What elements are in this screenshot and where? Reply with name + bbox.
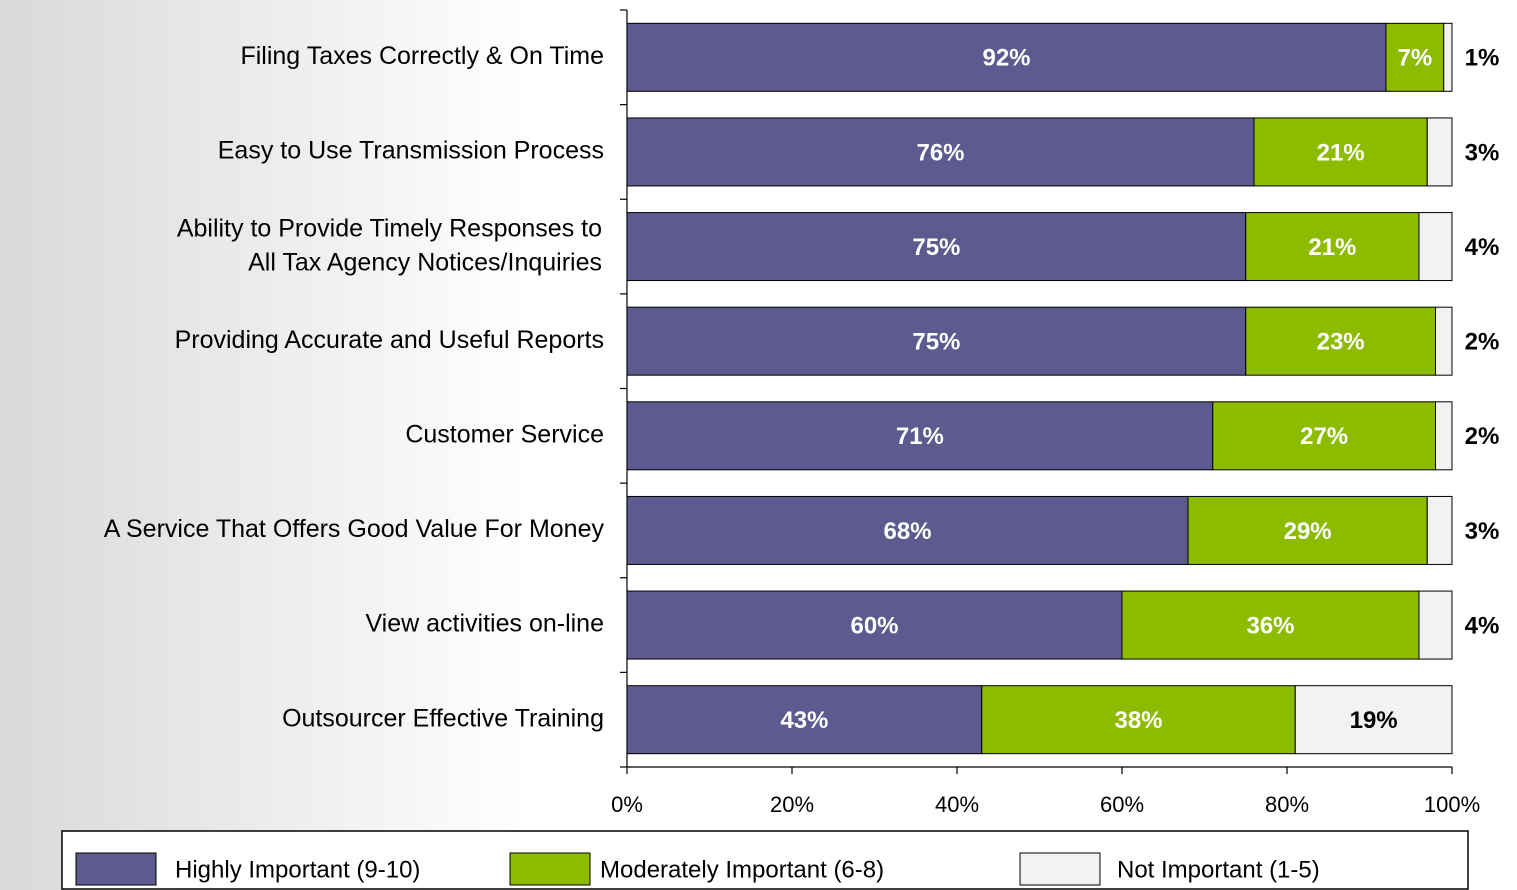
bar-segment <box>626 22 1387 92</box>
value-label: 3% <box>1465 518 1500 545</box>
bar-segment <box>1121 590 1420 660</box>
value-label: 4% <box>1465 612 1500 639</box>
bar-segment <box>1212 401 1436 471</box>
bar-segment <box>626 685 983 755</box>
bar-segment <box>1426 117 1453 187</box>
value-label: 38% <box>1114 707 1162 734</box>
bar-segment <box>1385 22 1445 92</box>
value-label: 75% <box>912 329 960 356</box>
bar-segment <box>1294 685 1453 755</box>
category-label: Filing Taxes Correctly & On Time <box>240 42 604 70</box>
legend-label: Moderately Important (6-8) <box>600 856 884 883</box>
bar-segment <box>1418 590 1453 660</box>
bar-segment <box>626 401 1214 471</box>
bar-segment <box>1245 212 1420 282</box>
value-label: 75% <box>912 234 960 261</box>
value-label: 36% <box>1246 612 1294 639</box>
value-label: 29% <box>1284 518 1332 545</box>
x-tick-label: 40% <box>935 792 979 817</box>
bar-segment <box>626 495 1189 565</box>
value-label: 4% <box>1465 234 1500 261</box>
category-label: A Service That Offers Good Value For Mon… <box>104 515 605 543</box>
legend-label: Highly Important (9-10) <box>175 856 420 883</box>
category-label: Ability to Provide Timely Responses to Al… <box>177 214 602 276</box>
bar-segment <box>1426 495 1453 565</box>
x-tick-label: 100% <box>1424 792 1480 817</box>
value-label: 71% <box>896 423 944 450</box>
bar-segment <box>1245 306 1436 376</box>
x-tick-label: 0% <box>611 792 643 817</box>
value-label: 19% <box>1350 707 1398 734</box>
value-label: 27% <box>1300 423 1348 450</box>
bar-segment <box>626 212 1247 282</box>
value-label: 2% <box>1465 329 1500 356</box>
value-label: 21% <box>1317 139 1365 166</box>
x-tick-label: 20% <box>770 792 814 817</box>
category-label: Outsourcer Effective Training <box>282 704 604 732</box>
category-label: Providing Accurate and Useful Reports <box>175 326 604 354</box>
x-tick-label: 80% <box>1265 792 1309 817</box>
value-label: 7% <box>1398 45 1433 72</box>
bar-segment <box>626 117 1255 187</box>
category-label: Easy to Use Transmission Process <box>218 137 604 165</box>
bar-segment <box>1187 495 1428 565</box>
bar-segment <box>1253 117 1428 187</box>
value-label: 68% <box>883 518 931 545</box>
legend-box <box>61 830 1469 890</box>
legend-swatch <box>75 852 157 886</box>
legend-label: Not Important (1-5) <box>1117 856 1320 883</box>
category-label: Customer Service <box>405 420 604 448</box>
value-label: 92% <box>982 45 1030 72</box>
bar-segment <box>981 685 1296 755</box>
value-label: 1% <box>1465 45 1500 72</box>
bar-segment <box>626 306 1247 376</box>
value-label: 3% <box>1465 139 1500 166</box>
value-label: 76% <box>916 139 964 166</box>
x-tick-label: 60% <box>1100 792 1144 817</box>
bar-segment <box>1435 306 1453 376</box>
legend-swatch <box>509 852 591 886</box>
bar-segment <box>1443 22 1453 92</box>
bar-segment <box>1435 401 1453 471</box>
value-label: 2% <box>1465 423 1500 450</box>
category-label: View activities on-line <box>365 610 604 638</box>
bar-segment <box>1418 212 1453 282</box>
value-label: 23% <box>1317 329 1365 356</box>
value-label: 21% <box>1308 234 1356 261</box>
legend-swatch <box>1019 852 1101 886</box>
bar-segment <box>626 590 1123 660</box>
value-label: 43% <box>780 707 828 734</box>
value-label: 60% <box>850 612 898 639</box>
